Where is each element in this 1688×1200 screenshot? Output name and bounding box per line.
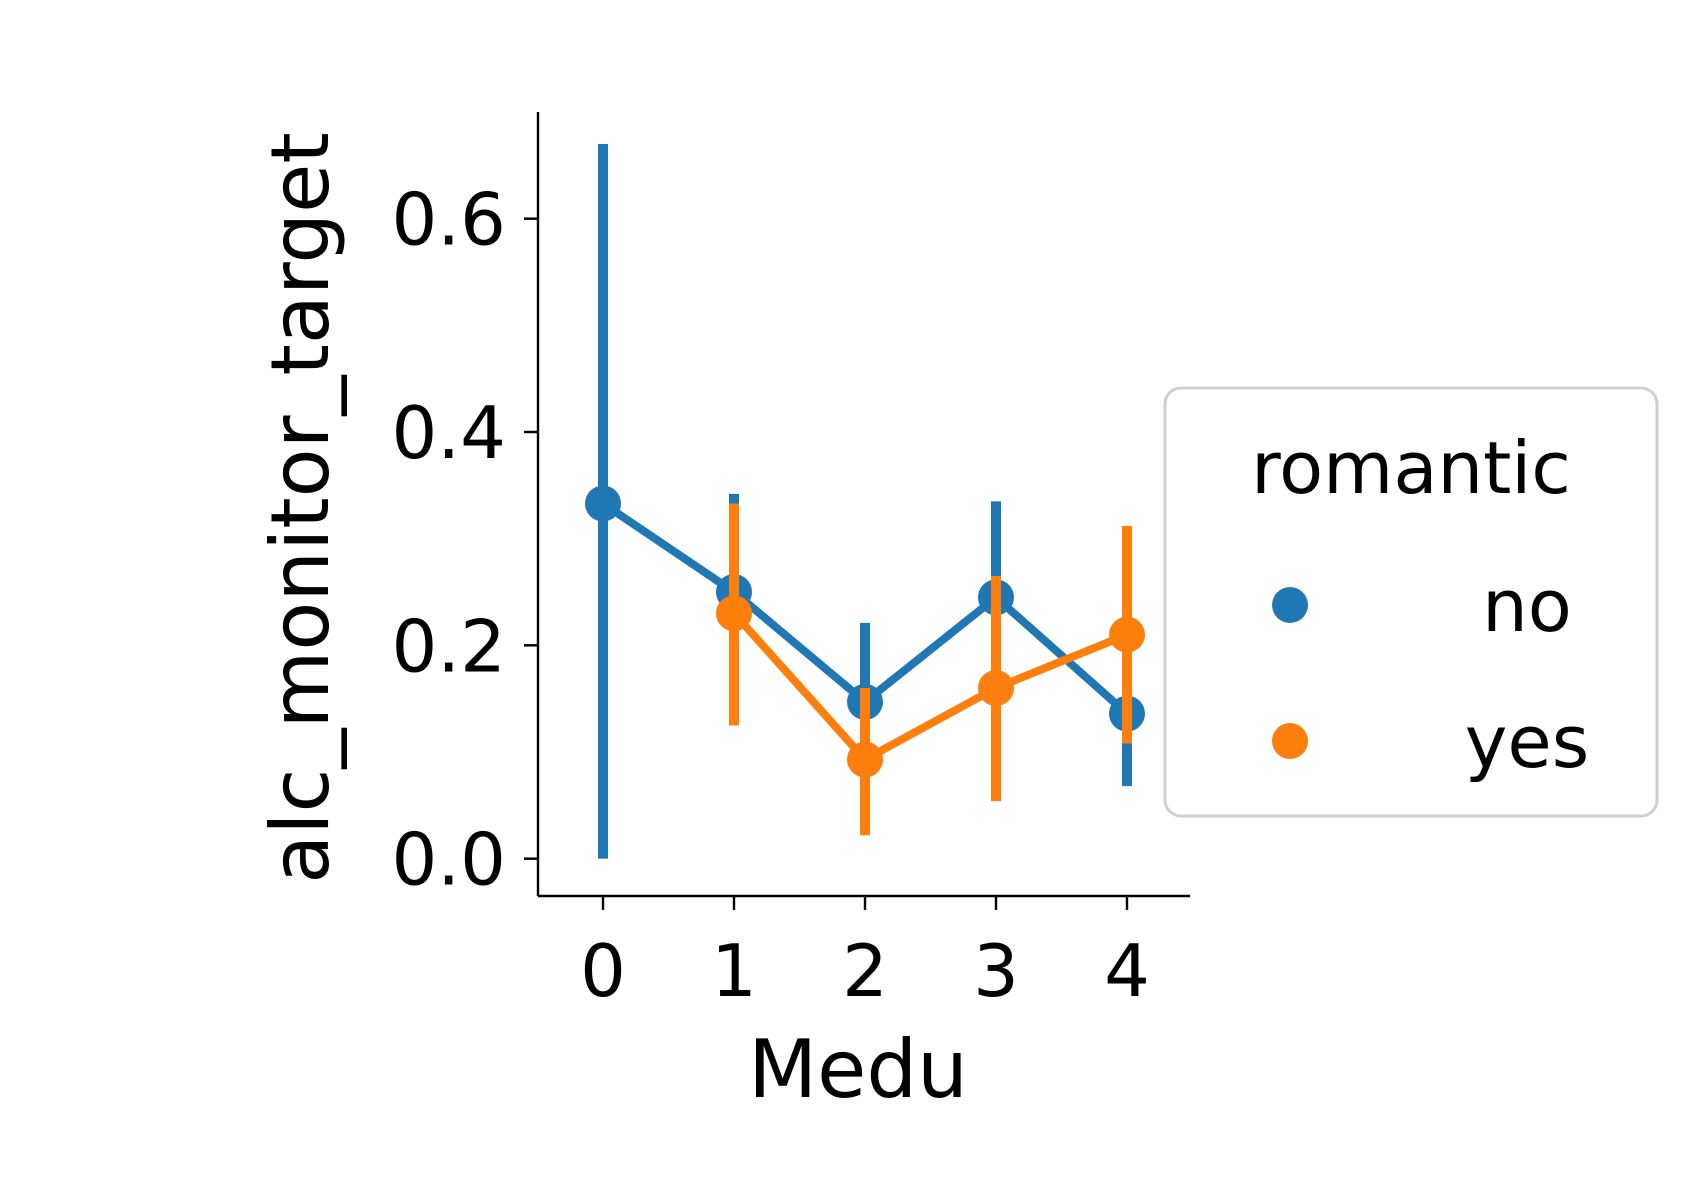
data-point (1109, 616, 1145, 653)
x-tick-label: 0 (580, 929, 626, 1013)
legend-items: no yes (1272, 564, 1589, 784)
data-point (716, 595, 752, 632)
y-tick-label: 0.4 (391, 391, 506, 475)
x-axis-title: Medu (748, 1023, 968, 1116)
x-tick-label: 4 (1104, 929, 1150, 1013)
data-point (847, 741, 883, 778)
y-axis-title: alc_monitor_target (254, 132, 347, 883)
data-point (978, 670, 1014, 706)
x-tick-label: 1 (711, 929, 757, 1013)
y-axis-ticks: 0.0 0.2 0.4 0.6 (391, 178, 538, 902)
y-tick-label: 0.2 (391, 604, 506, 688)
x-tick-label: 2 (842, 929, 888, 1013)
legend-title: romantic (1251, 426, 1571, 510)
series-line (731, 610, 1129, 764)
legend-box (1163, 386, 1659, 818)
legend-label: yes (1465, 700, 1589, 784)
legend-marker (1272, 587, 1308, 623)
legend-label: no (1482, 564, 1572, 648)
series-yes (716, 503, 1145, 836)
legend: romantic no yes (1163, 386, 1659, 818)
legend-marker (1272, 723, 1308, 759)
x-axis-ticks: 0 1 2 3 4 (580, 896, 1150, 1013)
plot-area (585, 144, 1145, 859)
data-point (585, 485, 621, 522)
x-tick-label: 3 (973, 929, 1019, 1013)
y-tick-label: 0.0 (391, 818, 506, 902)
y-tick-label: 0.6 (391, 178, 506, 262)
